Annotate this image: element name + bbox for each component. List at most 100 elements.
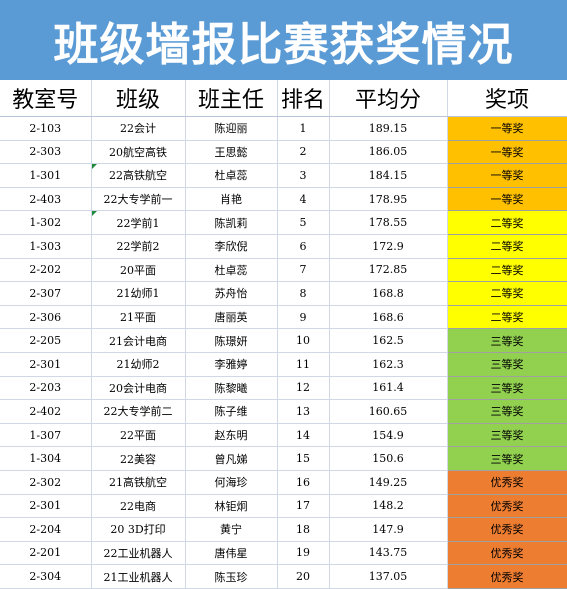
cell-score[interactable]: 137.05 xyxy=(329,564,448,589)
cell-award[interactable]: 优秀奖 xyxy=(447,517,567,542)
cell-rank[interactable]: 13 xyxy=(277,399,330,424)
cell-room[interactable]: 2-202 xyxy=(0,258,92,283)
cell-class[interactable]: 21工业机器人 xyxy=(91,564,186,589)
cell-score[interactable]: 143.75 xyxy=(329,541,448,566)
cell-score[interactable]: 149.25 xyxy=(329,470,448,495)
cell-award[interactable]: 三等奖 xyxy=(447,399,567,424)
cell-room[interactable]: 2-306 xyxy=(0,305,92,330)
cell-score[interactable]: 178.55 xyxy=(329,210,448,235)
cell-rank[interactable]: 3 xyxy=(277,163,330,188)
cell-award[interactable]: 二等奖 xyxy=(447,305,567,330)
cell-score[interactable]: 189.15 xyxy=(329,116,448,141)
cell-rank[interactable]: 15 xyxy=(277,446,330,471)
cell-class[interactable]: 22大专学前一 xyxy=(91,187,186,212)
cell-teacher[interactable]: 肖艳 xyxy=(185,187,278,212)
cell-class[interactable]: 21幼师2 xyxy=(91,352,186,377)
cell-score[interactable]: 154.9 xyxy=(329,423,448,448)
cell-award[interactable]: 三等奖 xyxy=(447,328,567,353)
cell-rank[interactable]: 14 xyxy=(277,423,330,448)
cell-rank[interactable]: 6 xyxy=(277,234,330,259)
cell-room[interactable]: 2-301 xyxy=(0,352,92,377)
cell-teacher[interactable]: 陈凯莉 xyxy=(185,210,278,235)
cell-room[interactable]: 2-302 xyxy=(0,470,92,495)
cell-award[interactable]: 优秀奖 xyxy=(447,470,567,495)
cell-award[interactable]: 一等奖 xyxy=(447,187,567,212)
cell-rank[interactable]: 2 xyxy=(277,140,330,165)
cell-class[interactable]: 20航空高铁 xyxy=(91,140,186,165)
cell-teacher[interactable]: 王思懿 xyxy=(185,140,278,165)
cell-award[interactable]: 三等奖 xyxy=(447,423,567,448)
cell-class[interactable]: 21会计电商 xyxy=(91,328,186,353)
cell-room[interactable]: 2-304 xyxy=(0,564,92,589)
cell-teacher[interactable]: 苏舟怡 xyxy=(185,281,278,306)
cell-teacher[interactable]: 黄宁 xyxy=(185,517,278,542)
cell-rank[interactable]: 20 xyxy=(277,564,330,589)
cell-rank[interactable]: 16 xyxy=(277,470,330,495)
cell-class[interactable]: 20会计电商 xyxy=(91,376,186,401)
cell-room[interactable]: 2-403 xyxy=(0,187,92,212)
cell-class[interactable]: 21高铁航空 xyxy=(91,470,186,495)
cell-score[interactable]: 147.9 xyxy=(329,517,448,542)
cell-class[interactable]: 22电商 xyxy=(91,494,186,519)
cell-score[interactable]: 168.8 xyxy=(329,281,448,306)
cell-teacher[interactable]: 曾凡娣 xyxy=(185,446,278,471)
cell-teacher[interactable]: 唐伟星 xyxy=(185,541,278,566)
header-class[interactable]: 班级 xyxy=(91,80,186,117)
cell-class[interactable]: 20平面 xyxy=(91,258,186,283)
cell-teacher[interactable]: 李欣倪 xyxy=(185,234,278,259)
cell-room[interactable]: 1-304 xyxy=(0,446,92,471)
cell-room[interactable]: 1-302 xyxy=(0,210,92,235)
cell-award[interactable]: 二等奖 xyxy=(447,234,567,259)
header-score[interactable]: 平均分 xyxy=(329,80,448,117)
cell-award[interactable]: 优秀奖 xyxy=(447,564,567,589)
cell-award[interactable]: 优秀奖 xyxy=(447,494,567,519)
cell-teacher[interactable]: 唐丽英 xyxy=(185,305,278,330)
cell-rank[interactable]: 18 xyxy=(277,517,330,542)
cell-rank[interactable]: 19 xyxy=(277,541,330,566)
cell-room[interactable]: 2-201 xyxy=(0,541,92,566)
cell-rank[interactable]: 8 xyxy=(277,281,330,306)
cell-class[interactable]: 22学前2 xyxy=(91,234,186,259)
cell-rank[interactable]: 10 xyxy=(277,328,330,353)
cell-room[interactable]: 2-103 xyxy=(0,116,92,141)
cell-score[interactable]: 162.5 xyxy=(329,328,448,353)
cell-rank[interactable]: 7 xyxy=(277,258,330,283)
cell-award[interactable]: 三等奖 xyxy=(447,352,567,377)
cell-room[interactable]: 2-204 xyxy=(0,517,92,542)
cell-teacher[interactable]: 陈子维 xyxy=(185,399,278,424)
cell-teacher[interactable]: 李雅婷 xyxy=(185,352,278,377)
cell-class[interactable]: 22会计 xyxy=(91,116,186,141)
cell-award[interactable]: 一等奖 xyxy=(447,140,567,165)
cell-class[interactable]: 20 3D打印 xyxy=(91,517,186,542)
cell-score[interactable]: 172.85 xyxy=(329,258,448,283)
cell-award[interactable]: 三等奖 xyxy=(447,446,567,471)
cell-rank[interactable]: 5 xyxy=(277,210,330,235)
header-award[interactable]: 奖项 xyxy=(447,80,567,117)
cell-teacher[interactable]: 杜卓蕊 xyxy=(185,258,278,283)
cell-score[interactable]: 178.95 xyxy=(329,187,448,212)
cell-award[interactable]: 一等奖 xyxy=(447,163,567,188)
cell-teacher[interactable]: 何海珍 xyxy=(185,470,278,495)
cell-class[interactable]: 22学前1 xyxy=(91,210,186,235)
cell-award[interactable]: 二等奖 xyxy=(447,210,567,235)
cell-room[interactable]: 2-402 xyxy=(0,399,92,424)
cell-score[interactable]: 150.6 xyxy=(329,446,448,471)
cell-room[interactable]: 1-303 xyxy=(0,234,92,259)
cell-teacher[interactable]: 陈迎丽 xyxy=(185,116,278,141)
cell-score[interactable]: 160.65 xyxy=(329,399,448,424)
cell-teacher[interactable]: 林钜炯 xyxy=(185,494,278,519)
cell-rank[interactable]: 11 xyxy=(277,352,330,377)
cell-room[interactable]: 2-203 xyxy=(0,376,92,401)
header-teacher[interactable]: 班主任 xyxy=(185,80,278,117)
cell-score[interactable]: 161.4 xyxy=(329,376,448,401)
header-room[interactable]: 教室号 xyxy=(0,80,92,117)
cell-room[interactable]: 2-301 xyxy=(0,494,92,519)
cell-room[interactable]: 2-205 xyxy=(0,328,92,353)
cell-award[interactable]: 二等奖 xyxy=(447,281,567,306)
cell-teacher[interactable]: 陈璟妍 xyxy=(185,328,278,353)
cell-class[interactable]: 22工业机器人 xyxy=(91,541,186,566)
cell-score[interactable]: 148.2 xyxy=(329,494,448,519)
cell-class[interactable]: 22美容 xyxy=(91,446,186,471)
cell-room[interactable]: 2-307 xyxy=(0,281,92,306)
cell-teacher[interactable]: 赵东明 xyxy=(185,423,278,448)
